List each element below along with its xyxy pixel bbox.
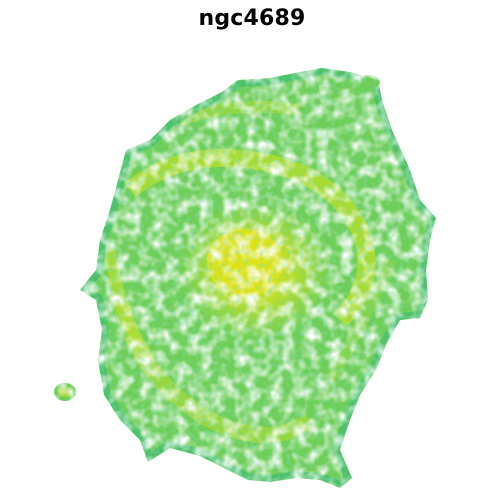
isolated-blob xyxy=(54,383,76,401)
texture-speckle xyxy=(80,68,436,488)
figure-title: ngc4689 xyxy=(198,6,306,31)
top-right-protrusion xyxy=(356,75,380,89)
